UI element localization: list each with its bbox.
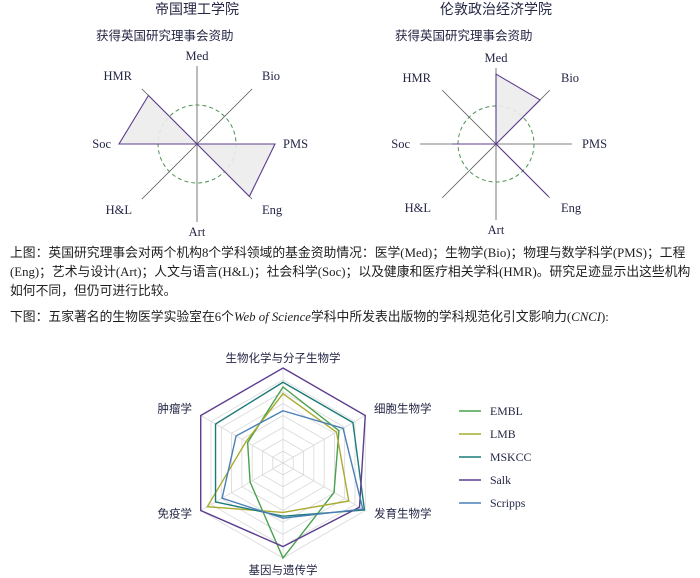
svg-text:上图：英国研究理事会对两个机构8个学科领域的基金资助情况：医: 上图：英国研究理事会对两个机构8个学科领域的基金资助情况：医学(Med)；生物学… — [10, 245, 686, 261]
svg-text:基因与遗传学: 基因与遗传学 — [249, 563, 318, 577]
svg-text:肿瘤学: 肿瘤学 — [158, 402, 193, 416]
svg-text:获得英国研究理事会资助: 获得英国研究理事会资助 — [96, 28, 234, 43]
svg-text:免疫学: 免疫学 — [158, 507, 193, 521]
svg-text:Soc: Soc — [92, 137, 111, 151]
svg-text:如何不同，但仍可进行比较。: 如何不同，但仍可进行比较。 — [10, 283, 176, 298]
svg-text:Med: Med — [186, 49, 210, 63]
svg-text:Art: Art — [488, 223, 505, 237]
svg-text:(Eng)；艺术与设计(Art)；人文与语言(H&L)；社会: (Eng)；艺术与设计(Art)；人文与语言(H&L)；社会科学(Soc)；以及… — [10, 264, 690, 280]
svg-text:Bio: Bio — [262, 69, 280, 83]
svg-text:HMR: HMR — [403, 71, 432, 85]
svg-text:获得英国研究理事会资助: 获得英国研究理事会资助 — [395, 28, 533, 43]
svg-text:Med: Med — [485, 51, 509, 65]
svg-text:发育生物学: 发育生物学 — [374, 507, 432, 521]
svg-text:细胞生物学: 细胞生物学 — [374, 402, 432, 416]
svg-text:EMBL: EMBL — [490, 404, 523, 418]
svg-text:Soc: Soc — [391, 137, 410, 151]
svg-text:Eng: Eng — [561, 201, 582, 215]
svg-text:Eng: Eng — [262, 203, 283, 217]
svg-text:Bio: Bio — [561, 71, 579, 85]
svg-text:Art: Art — [189, 225, 206, 239]
svg-text:伦敦政治经济学院: 伦敦政治经济学院 — [440, 2, 552, 18]
svg-text:帝国理工学院: 帝国理工学院 — [155, 2, 239, 18]
svg-text:MSKCC: MSKCC — [490, 450, 531, 464]
svg-text:PMS: PMS — [283, 137, 308, 151]
svg-text:下图：五家著名的生物医学实验室在6个Web of Scien: 下图：五家著名的生物医学实验室在6个Web of Science学科中所发表出版… — [10, 309, 609, 324]
svg-text:Scripps: Scripps — [490, 496, 526, 510]
svg-text:PMS: PMS — [582, 137, 607, 151]
svg-text:H&L: H&L — [106, 203, 132, 217]
svg-text:H&L: H&L — [405, 201, 431, 215]
svg-text:HMR: HMR — [104, 69, 133, 83]
svg-text:生物化学与分子生物学: 生物化学与分子生物学 — [226, 351, 341, 365]
svg-text:LMB: LMB — [490, 427, 516, 441]
svg-text:Salk: Salk — [490, 473, 511, 487]
